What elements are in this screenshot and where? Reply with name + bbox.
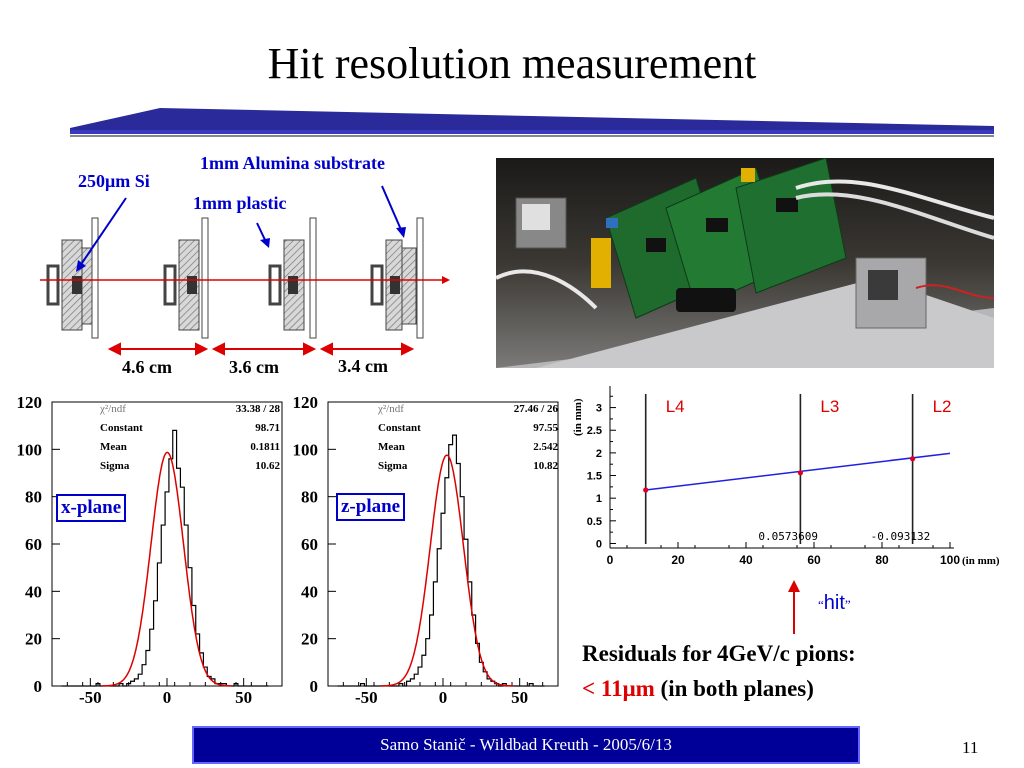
y-tick-label: 0 [34, 677, 43, 696]
detector-plane-1 [46, 217, 99, 339]
y-tick-label: 2 [596, 448, 602, 460]
stat-key: Constant [378, 422, 421, 434]
histogram-bin [169, 459, 173, 686]
x-tick-label: 0 [163, 688, 172, 707]
y-tick-label: 120 [293, 393, 319, 412]
x-tick-label: 0 [607, 553, 614, 567]
x-tick-label: 0 [439, 688, 448, 707]
y-tick-label: 40 [25, 582, 42, 601]
label-alumina: 1mm Alumina substrate [200, 153, 386, 173]
detector-setup-photo [496, 158, 994, 368]
track-fit-plot: 00.511.522.530 20 40 60 80 100 (in mm)(in mm) L… [572, 386, 1000, 567]
hit-point [643, 487, 649, 493]
x-tick-label: 50 [235, 688, 252, 707]
stats-box-z-plane: χ²/ndf 27.46 / 26 Constant 97.55 Mean 2.542… [374, 400, 562, 476]
y-tick-label: 20 [301, 630, 318, 649]
stat-key: Constant [100, 422, 143, 434]
stat-value: 97.55 [533, 422, 558, 434]
label-si: 250μm Si [78, 171, 150, 191]
x-tick-label: 40 [739, 553, 753, 567]
x-tick-label: 80 [875, 553, 889, 567]
detector-plane-3 [268, 217, 317, 339]
histogram-x-plane: 0 20 40 60 80 100 120 -50 0 50 [17, 393, 283, 707]
stat-key: Mean [100, 441, 127, 453]
y-tick-label: 80 [301, 488, 318, 507]
y-axis-label: (in mm) [572, 398, 584, 436]
histogram-z-plane: 0 20 40 60 80 100 120 -50 0 50 [293, 393, 559, 707]
hit-point [797, 470, 803, 476]
stat-value: 2.542 [533, 441, 558, 453]
label-plastic: 1mm plastic [193, 193, 287, 213]
y-tick-label: 20 [25, 630, 42, 649]
y-tick-label: 2.5 [587, 425, 602, 437]
y-tick-label: 0 [310, 677, 319, 696]
detector-plane-4 [370, 217, 424, 339]
hit-point [910, 456, 916, 462]
y-tick-label: 1 [596, 493, 602, 505]
y-tick-label: 3 [596, 403, 602, 415]
y-tick-label: 100 [17, 440, 43, 459]
stats-box-x-plane: χ²/ndf 33.38 / 28 Constant 98.71 Mean 0.181… [96, 400, 284, 476]
stat-key: χ²/ndf [378, 403, 404, 415]
y-tick-label: 0.5 [587, 516, 602, 528]
summary-line-1: Residuals for 4GeV/c pions: [582, 641, 856, 666]
distance-arrows [107, 342, 415, 356]
y-tick-label: 0 [596, 538, 602, 550]
stat-key: Sigma [100, 460, 130, 472]
footer-bar: Samo Stanič - Wildbad Kreuth - 2005/6/13 [192, 726, 860, 764]
layer-label: L3 [820, 397, 839, 416]
hit-arrow [788, 580, 800, 634]
histogram-bin [449, 445, 453, 686]
stat-value: 98.71 [255, 422, 280, 434]
distance-label-1: 4.6 cm [122, 357, 172, 377]
stat-key: Mean [378, 441, 405, 453]
stat-value: 0.1811 [250, 441, 280, 453]
y-tick-label: 60 [301, 535, 318, 554]
summary-resolution-value: < 11μm [582, 676, 655, 701]
x-tick-label: 50 [511, 688, 528, 707]
footer-text: Samo Stanič - Wildbad Kreuth - 2005/6/13 [380, 735, 672, 754]
stat-value: 33.38 / 28 [235, 403, 280, 415]
title-underline-bar [70, 108, 994, 137]
stat-value: 27.46 / 26 [513, 403, 558, 415]
gaussian-fit-curve [380, 454, 514, 687]
detector-planes-drawing [40, 185, 450, 356]
hit-label: “hit” [818, 592, 851, 614]
stat-key: χ²/ndf [100, 403, 126, 415]
y-tick-label: 100 [293, 440, 319, 459]
z-plane-label: z-plane [336, 493, 406, 521]
y-tick-label: 80 [25, 488, 42, 507]
summary-line-2: < 11μm (in both planes) [582, 676, 814, 702]
x-tick-label: 20 [671, 553, 685, 567]
residual-label: -0.093132 [871, 530, 931, 543]
x-axis-label: (in mm) [962, 555, 1000, 567]
track-fit-line [645, 452, 951, 491]
stat-key: Sigma [378, 460, 408, 472]
page-number: 11 [962, 738, 979, 757]
y-tick-label: 120 [17, 393, 43, 412]
detector-plane-2 [163, 217, 209, 339]
distance-label-2: 3.6 cm [229, 357, 279, 377]
layer-label: L4 [666, 397, 685, 416]
y-tick-label: 40 [301, 582, 318, 601]
summary-resolution-note: (in both planes) [654, 676, 814, 701]
gaussian-fit-curve [102, 451, 232, 687]
layer-label: L2 [933, 397, 952, 416]
hit-label-text: hit [823, 592, 845, 614]
stat-value: 10.62 [255, 460, 280, 472]
x-tick-label: -50 [79, 688, 102, 707]
y-tick-label: 1.5 [587, 471, 602, 483]
x-tick-label: 100 [940, 553, 960, 567]
y-tick-label: 60 [25, 535, 42, 554]
stat-value: 10.82 [533, 460, 558, 472]
distance-label-3: 3.4 cm [338, 356, 388, 376]
x-plane-label: x-plane [56, 494, 127, 522]
page-title: Hit resolution measurement [267, 39, 757, 88]
x-tick-label: -50 [355, 688, 378, 707]
residual-label: 0.0573609 [758, 530, 818, 543]
x-tick-label: 60 [807, 553, 821, 567]
